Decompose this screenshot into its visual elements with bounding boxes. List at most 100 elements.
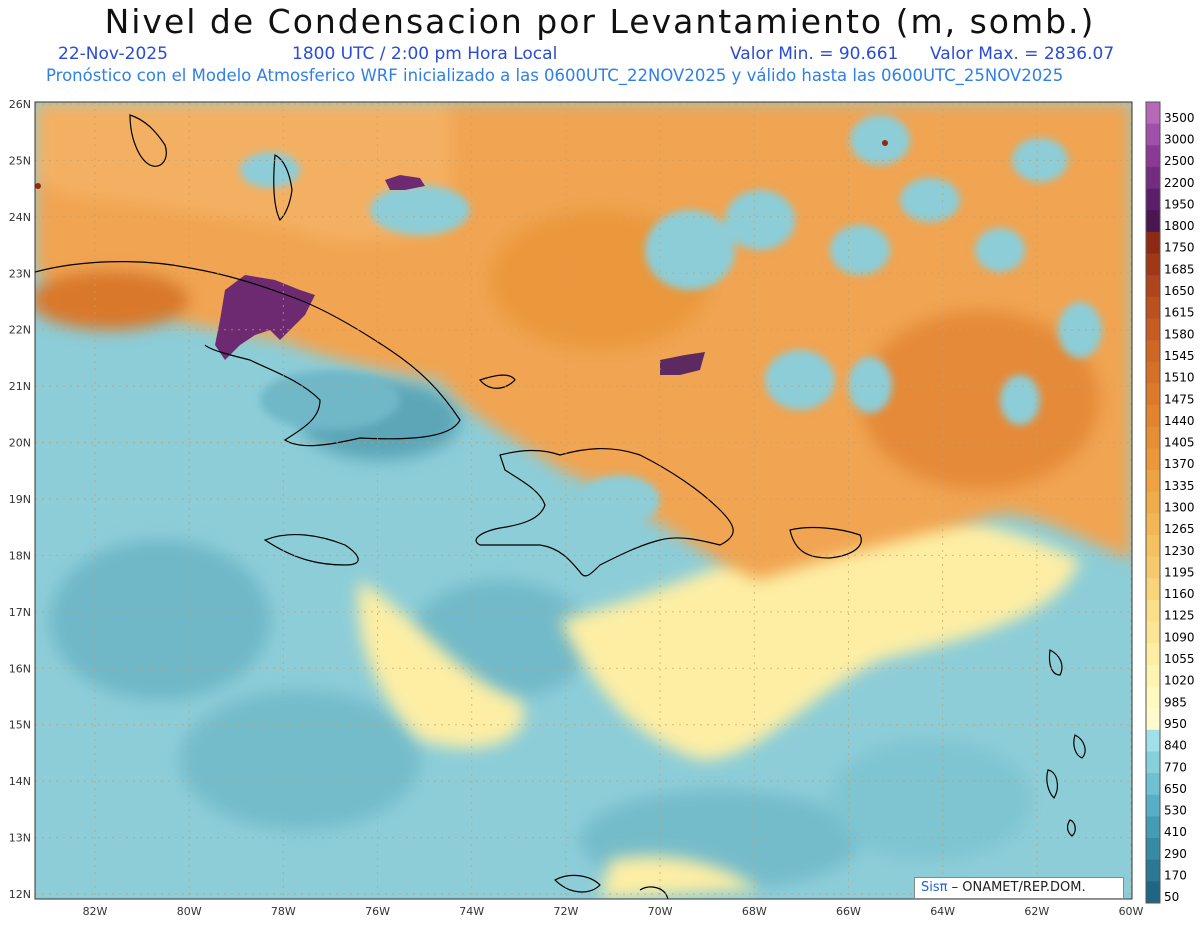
colorbar-swatch: [1146, 102, 1160, 125]
lat-label: 25N: [9, 154, 31, 167]
lat-label: 13N: [9, 832, 31, 845]
colorbar-swatch: [1146, 145, 1160, 168]
colorbar-swatch: [1146, 296, 1160, 319]
colorbar-swatch: [1146, 643, 1160, 666]
colorbar: 3500 3000 2500 2200 1950 1800 1750 1685 1650 1615…: [1145, 101, 1195, 904]
lon-label: 60W: [1119, 905, 1144, 918]
colorbar-swatch: [1146, 231, 1160, 255]
colorbar-label: 1800: [1164, 219, 1195, 233]
colorbar-swatch: [1146, 708, 1160, 731]
colorbar-label: 1405: [1164, 436, 1195, 450]
hispaniola-coast: [475, 448, 734, 577]
colorbar-label: 1510: [1164, 371, 1195, 385]
lon-label: 80W: [177, 905, 202, 918]
longitude-labels: 82W 80W 78W 76W 74W 72W 70W 68W 66W 64W 62W 60W: [83, 905, 1144, 918]
lon-label: 76W: [365, 905, 390, 918]
lon-label: 82W: [83, 905, 108, 918]
cool-cells: [240, 115, 1102, 525]
colorbar-label: 650: [1164, 782, 1187, 796]
colorbar-label: 410: [1164, 825, 1187, 839]
colorbar-swatch: [1146, 253, 1160, 276]
colorbar-label: 1090: [1164, 630, 1195, 644]
colorbar-label: 170: [1164, 869, 1187, 883]
colorbar-swatch: [1146, 729, 1160, 752]
lat-label: 19N: [9, 493, 31, 506]
forecast-info-line: Pronóstico con el Modelo Atmosferico WRF…: [46, 66, 1064, 85]
lat-label: 14N: [9, 775, 31, 788]
colorbar-label: 950: [1164, 717, 1187, 731]
colorbar-swatch: [1146, 534, 1160, 558]
colorbar-label: 1580: [1164, 327, 1195, 341]
colorbar-swatch: [1146, 881, 1160, 904]
colorbar-swatch: [1146, 794, 1160, 817]
colorbar-label: 3500: [1164, 111, 1195, 125]
colorbar-label: 50: [1164, 890, 1179, 904]
colorbar-swatch: [1146, 470, 1160, 493]
colorbar-swatch: [1146, 773, 1160, 796]
puerto-rico-coast: [789, 526, 862, 559]
colorbar-label: 1750: [1164, 241, 1195, 255]
colorbar-swatch: [1146, 621, 1160, 644]
colorbar-label: 2200: [1164, 176, 1195, 190]
colorbar-swatch: [1146, 123, 1160, 146]
colorbar-swatch: [1146, 188, 1160, 211]
lon-label: 62W: [1024, 905, 1049, 918]
colorbar-swatch: [1146, 556, 1160, 579]
lat-label: 18N: [9, 549, 31, 562]
lat-lon-grid: [35, 102, 1132, 899]
time-label: 1800 UTC / 2:00 pm Hora Local: [292, 44, 558, 64]
lon-label: 74W: [459, 905, 484, 918]
lat-label: 24N: [9, 211, 31, 224]
colorbar-frame: [1145, 101, 1161, 904]
colorbar-swatch: [1146, 361, 1160, 384]
colorbar-label: 985: [1164, 695, 1187, 709]
colorbar-swatch: [1146, 210, 1160, 233]
colorbar-swatch: [1146, 816, 1160, 839]
mid-lcl-band: [358, 512, 1080, 899]
lat-label: 17N: [9, 606, 31, 619]
colorbar-swatch: [1146, 859, 1160, 882]
colorbar-swatch: [1146, 448, 1160, 471]
turks-caicos-coast: [478, 374, 516, 389]
colorbar-label: 1125: [1164, 609, 1195, 623]
logo-text: – ONAMET/REP.DOM.: [947, 880, 1086, 895]
lat-label: 15N: [9, 719, 31, 732]
max-value-label: Valor Max. = 2836.07: [930, 44, 1115, 64]
colorbar-label: 1650: [1164, 284, 1195, 298]
colorbar-label: 1195: [1164, 565, 1195, 579]
colorbar-swatch: [1146, 340, 1160, 363]
logo-brand: Sisπ: [921, 880, 948, 895]
colorbar-swatch: [1146, 664, 1160, 688]
colorbar-swatch: [1146, 275, 1160, 298]
lat-label: 23N: [9, 267, 31, 280]
lon-label: 66W: [836, 905, 861, 918]
lat-label: 20N: [9, 437, 31, 450]
colorbar-swatch: [1146, 383, 1160, 406]
colorbar-label: 1475: [1164, 392, 1195, 406]
colorbar-swatch: [1146, 318, 1160, 341]
colorbar-label: 1300: [1164, 501, 1195, 515]
colorbar-label: 1265: [1164, 522, 1195, 536]
south-coast: [554, 874, 669, 899]
andros-coast: [273, 154, 293, 222]
map-frame: [34, 101, 1133, 900]
colorbar-label: 3000: [1164, 132, 1195, 146]
colorbar-swatch: [1146, 166, 1160, 190]
colorbar-label: 1950: [1164, 197, 1195, 211]
date-label: 22-Nov-2025: [58, 44, 168, 64]
colorbar-label: 1160: [1164, 587, 1195, 601]
lon-label: 68W: [742, 905, 767, 918]
colorbar-label: 1335: [1164, 479, 1195, 493]
florida-coast: [129, 114, 167, 167]
colorbar-label: 1615: [1164, 306, 1195, 320]
lat-label: 22N: [9, 324, 31, 337]
colorbar-label: 1440: [1164, 414, 1195, 428]
colorbar-label: 1545: [1164, 349, 1195, 363]
jamaica-coast: [263, 533, 359, 566]
colorbar-label: 2500: [1164, 154, 1195, 168]
colorbar-swatch: [1146, 599, 1160, 623]
onamet-logo: Sisπ – ONAMET/REP.DOM.: [914, 877, 1124, 899]
colorbar-label: 290: [1164, 847, 1187, 861]
lon-label: 70W: [648, 905, 673, 918]
colorbar-label: 1230: [1164, 544, 1195, 558]
